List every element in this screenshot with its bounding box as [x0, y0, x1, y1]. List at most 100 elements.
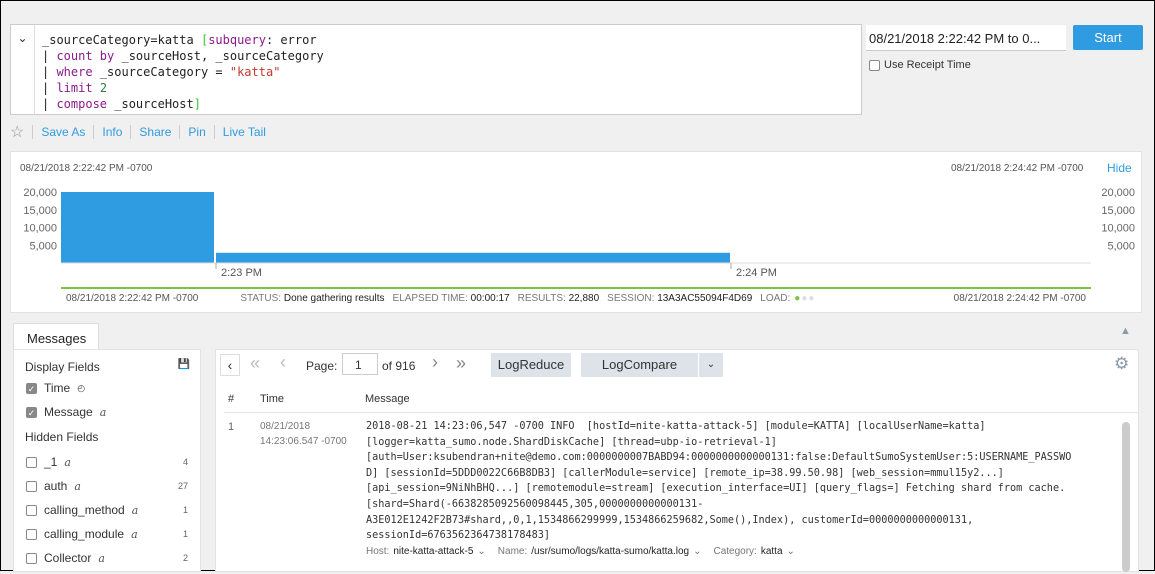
y-tick-label-right: 20,000 [1101, 187, 1135, 199]
query-token: subquery [208, 33, 266, 47]
col-number: # [228, 393, 235, 405]
checkbox[interactable]: ✓ [26, 406, 37, 418]
first-page-icon[interactable]: « [250, 353, 261, 373]
use-receipt-time-checkbox[interactable]: Use Receipt Time [869, 59, 971, 71]
status-label: STATUS: [240, 293, 282, 304]
string-type-icon: a [64, 455, 71, 469]
logcompare-button[interactable]: LogCompare [581, 353, 698, 377]
display-field-time[interactable]: ✓ Time ◴ [14, 376, 200, 400]
hidden-field-_1[interactable]: _1 a 4 [14, 450, 200, 474]
chevron-down-icon[interactable]: ⌄ [786, 546, 795, 557]
info-button[interactable]: Info [102, 125, 123, 139]
checkbox[interactable] [26, 504, 37, 516]
last-page-icon[interactable]: » [456, 353, 467, 373]
field-count: 1 [182, 529, 188, 539]
hidden-fields-header: Hidden Fields [25, 430, 99, 444]
query-text[interactable]: _sourceCategory=katta [subquery: error |… [42, 32, 324, 112]
checkbox[interactable]: ✓ [26, 382, 37, 394]
fields-panel: Display Fields 💾 ✓ Time ◴ ✓ Message a Hidden … [13, 349, 201, 572]
histogram-chart: 20,000 20,000 15,000 15,000 10,000 10,000 5,00… [23, 187, 1135, 289]
collapse-fields-button[interactable]: ‹ [220, 354, 240, 376]
save-icon[interactable]: 💾 [177, 359, 190, 370]
query-token: _sourceHost [107, 97, 194, 111]
chevron-down-icon[interactable]: ⌄ [477, 546, 486, 557]
field-count: 27 [177, 481, 188, 491]
tab-messages[interactable]: Messages [13, 323, 99, 350]
query-token: | [42, 49, 57, 63]
chart-end-time: 08/21/2018 2:24:42 PM -0700 [951, 163, 1084, 174]
histogram-bar [216, 252, 730, 263]
hidden-field-calling_method[interactable]: calling_method a 1 [14, 498, 200, 522]
field-count: 4 [182, 457, 188, 467]
share-button[interactable]: Share [139, 125, 172, 139]
y-tick-label-right: 5,000 [1107, 240, 1135, 252]
row-time: 14:23:06.547 -0700 [260, 436, 347, 447]
row-message: 2018-08-21 14:23:06,547 -0700 INFO [host… [366, 421, 1072, 542]
live-tail-button[interactable]: Live Tail [222, 125, 266, 139]
table-row[interactable]: 1 08/21/2018 14:23:06.547 -0700 2018-08-… [224, 414, 1122, 574]
clock-icon: ◴ [77, 382, 86, 393]
histogram-panel: 08/21/2018 2:22:42 PM -0700 08/21/2018 2… [10, 151, 1142, 313]
hidden-field-Collector[interactable]: Collector a 2 [14, 546, 200, 570]
chevron-down-icon[interactable]: ⌄ [693, 546, 702, 557]
load-indicator-icon: ●●● [794, 293, 816, 304]
checkbox[interactable] [26, 480, 37, 492]
field-name: auth [44, 479, 68, 493]
query-editor[interactable]: ⌄ _sourceCategory=katta [subquery: error… [10, 24, 862, 115]
session-label: SESSION: [607, 293, 655, 304]
page-input[interactable]: 1 [342, 353, 378, 375]
star-icon[interactable]: ☆ [10, 124, 25, 141]
logcompare-dropdown-icon[interactable]: ⌄ [699, 353, 723, 377]
start-button[interactable]: Start [1073, 25, 1143, 50]
y-tick-label-left: 5,000 [29, 240, 57, 252]
next-page-icon[interactable]: › [432, 352, 438, 372]
scrollbar[interactable] [1122, 422, 1130, 572]
time-range-input[interactable]: 08/21/2018 2:22:42 PM to 0... [866, 25, 1066, 51]
field-name: calling_module [44, 527, 125, 541]
field-count: 1 [182, 505, 188, 515]
pin-button[interactable]: Pin [188, 125, 206, 139]
field-name: Collector [44, 551, 92, 565]
name-label: Name: [497, 546, 528, 557]
query-token: | [42, 65, 57, 79]
checkbox[interactable] [26, 456, 37, 468]
status-start-time: 08/21/2018 2:22:42 PM -0700 [66, 293, 199, 304]
name-value[interactable]: /usr/sumo/logs/katta-sumo/katta.log [531, 546, 690, 557]
status-end-time: 08/21/2018 2:24:42 PM -0700 [953, 293, 1086, 304]
display-field-message[interactable]: ✓ Message a [14, 400, 200, 424]
checkbox[interactable] [26, 528, 37, 540]
query-token: ] [193, 97, 201, 111]
hidden-field-auth[interactable]: auth a 27 [14, 474, 200, 498]
hide-button[interactable]: Hide [1107, 161, 1132, 175]
elapsed-value: 00:00:17 [470, 293, 510, 304]
string-type-icon: a [98, 551, 105, 565]
string-type-icon: a [131, 503, 139, 517]
hidden-field-calling_module[interactable]: calling_module a 1 [14, 522, 200, 546]
category-value[interactable]: katta [760, 546, 783, 557]
checkbox[interactable] [869, 59, 880, 71]
collapse-chevron-icon[interactable]: ⌄ [11, 25, 35, 114]
search-toolbar: ☆ Save As Info Share Pin Live Tail [10, 122, 266, 142]
prev-page-icon[interactable]: ‹ [280, 352, 286, 372]
logreduce-button[interactable]: LogReduce [491, 353, 571, 377]
chart-start-time: 08/21/2018 2:22:42 PM -0700 [20, 163, 153, 174]
table-header: # Time Message [224, 383, 1138, 413]
y-tick-label-left: 10,000 [23, 223, 57, 235]
page-label: Page: [306, 359, 338, 373]
query-token: _sourceCategory = [92, 65, 230, 79]
save-as-button[interactable]: Save As [41, 125, 86, 139]
col-time: Time [260, 393, 285, 405]
host-value[interactable]: nite-katta-attack-5 [393, 546, 474, 557]
query-token: "katta" [229, 65, 281, 79]
session-value: 13A3AC55094F4D69 [657, 293, 753, 304]
collapse-triangle-icon[interactable]: ▲ [1120, 325, 1131, 337]
field-name: Time [44, 381, 71, 395]
status-bar: 08/21/2018 2:22:42 PM -0700 STATUS: Done… [66, 293, 1086, 304]
results-label: RESULTS: [517, 293, 566, 304]
query-token: : error [265, 33, 317, 47]
query-token: _sourceCategory=katta [42, 33, 201, 47]
checkbox[interactable] [26, 552, 37, 564]
settings-gear-icon[interactable]: ⚙ [1114, 354, 1130, 373]
col-message: Message [365, 393, 410, 405]
query-token [93, 81, 100, 95]
